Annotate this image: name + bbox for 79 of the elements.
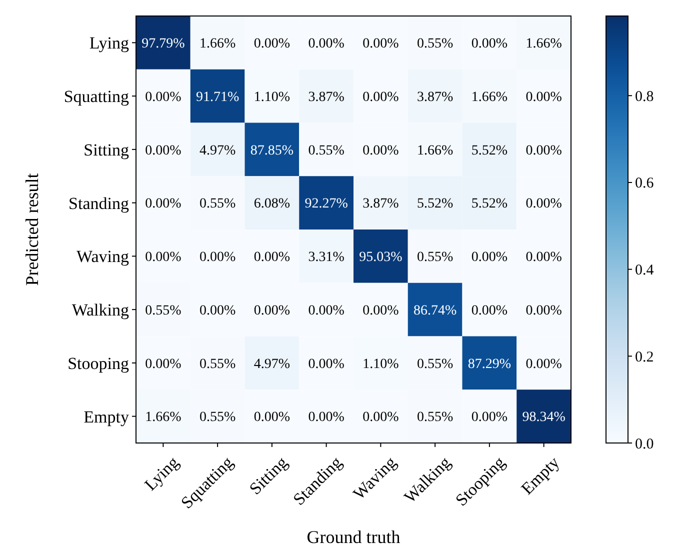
data-label: 1.66%: [199, 36, 236, 52]
data-label: 1.66%: [526, 36, 562, 52]
data-label: 0.00%: [471, 303, 508, 318]
data-label: 87.29%: [468, 356, 512, 372]
y-tick-label: Squatting: [64, 87, 130, 106]
data-label: 0.00%: [145, 90, 182, 105]
data-label: 0.00%: [526, 196, 562, 212]
color-bar-label: 0.0: [635, 436, 654, 452]
data-label: 87.85%: [250, 143, 294, 158]
data-label: 0.00%: [471, 36, 508, 52]
data-label: 0.00%: [145, 356, 182, 372]
data-label: 0.00%: [254, 36, 290, 52]
data-label: 1.66%: [416, 143, 454, 158]
data-label: 5.52%: [471, 196, 508, 212]
data-label: 92.27%: [304, 196, 348, 212]
data-label: 0.55%: [199, 196, 236, 212]
data-label: 98.34%: [522, 410, 566, 426]
data-label: 86.74%: [413, 303, 457, 318]
data-label: 3.31%: [308, 250, 345, 266]
data-label: 0.00%: [199, 250, 236, 266]
data-label: 0.00%: [362, 90, 400, 105]
data-label: 0.55%: [199, 356, 236, 372]
x-axis-title: Ground truth: [306, 527, 400, 547]
data-label: 0.00%: [471, 410, 508, 426]
data-label: 0.55%: [416, 36, 454, 52]
data-label: 0.00%: [471, 250, 508, 266]
data-label: 0.00%: [526, 143, 562, 158]
y-tick-label: Walking: [72, 300, 130, 320]
data-label: 0.00%: [526, 356, 562, 372]
data-label: 0.00%: [308, 303, 345, 318]
data-label: 0.00%: [199, 303, 236, 318]
data-label: 0.00%: [526, 303, 562, 318]
data-label: 0.00%: [308, 36, 345, 52]
color-bar-label: 0.8: [635, 88, 654, 105]
y-axis-title: Predicted result: [22, 173, 42, 286]
y-tick-label: Sitting: [84, 140, 130, 160]
data-label: 0.00%: [145, 196, 182, 212]
color-bar-label: 0.6: [635, 176, 654, 192]
data-label: 0.00%: [254, 410, 290, 426]
data-label: 0.55%: [416, 250, 454, 266]
data-label: 6.08%: [254, 196, 290, 212]
data-label: 91.71%: [196, 90, 240, 105]
data-label: 0.55%: [416, 410, 454, 426]
data-label: 0.00%: [362, 36, 400, 52]
data-label: 5.52%: [416, 196, 454, 212]
data-label: 0.55%: [416, 356, 454, 372]
y-tick-label: Standing: [68, 194, 130, 213]
y-tick-label: Stooping: [68, 354, 130, 373]
data-label: 0.00%: [308, 356, 345, 372]
data-label: 0.55%: [308, 143, 345, 158]
data-label: 0.00%: [362, 143, 400, 158]
data-label: 0.55%: [199, 410, 236, 426]
data-label: 3.87%: [362, 196, 400, 212]
data-label: 1.66%: [471, 90, 508, 105]
y-tick-label: Waving: [76, 247, 130, 266]
data-label: 1.10%: [362, 356, 400, 372]
data-label: 0.00%: [145, 250, 182, 266]
data-label: 5.52%: [471, 143, 508, 158]
data-label: 0.00%: [308, 410, 345, 426]
data-label: 0.00%: [254, 303, 290, 318]
data-label: 0.00%: [254, 250, 290, 266]
data-label: 0.55%: [145, 303, 182, 318]
y-tick-label: Empty: [84, 407, 130, 426]
color-bar-label: 0.2: [635, 349, 654, 366]
data-label: 0.00%: [526, 250, 562, 266]
data-label: 0.00%: [362, 303, 400, 318]
data-label: 0.00%: [526, 90, 562, 105]
data-label: 1.66%: [145, 410, 182, 426]
data-label: 95.03%: [359, 250, 403, 266]
data-label: 4.97%: [254, 356, 290, 372]
color-bar-label: 0.4: [635, 262, 654, 279]
data-label: 0.00%: [145, 143, 182, 158]
data-label: 3.87%: [416, 90, 454, 105]
data-label: 4.97%: [199, 143, 236, 158]
data-label: 0.00%: [362, 410, 400, 426]
data-label: 1.10%: [254, 90, 290, 105]
y-tick-label: Lying: [89, 34, 130, 53]
data-label: 3.87%: [308, 90, 345, 105]
data-label: 97.79%: [142, 36, 186, 52]
